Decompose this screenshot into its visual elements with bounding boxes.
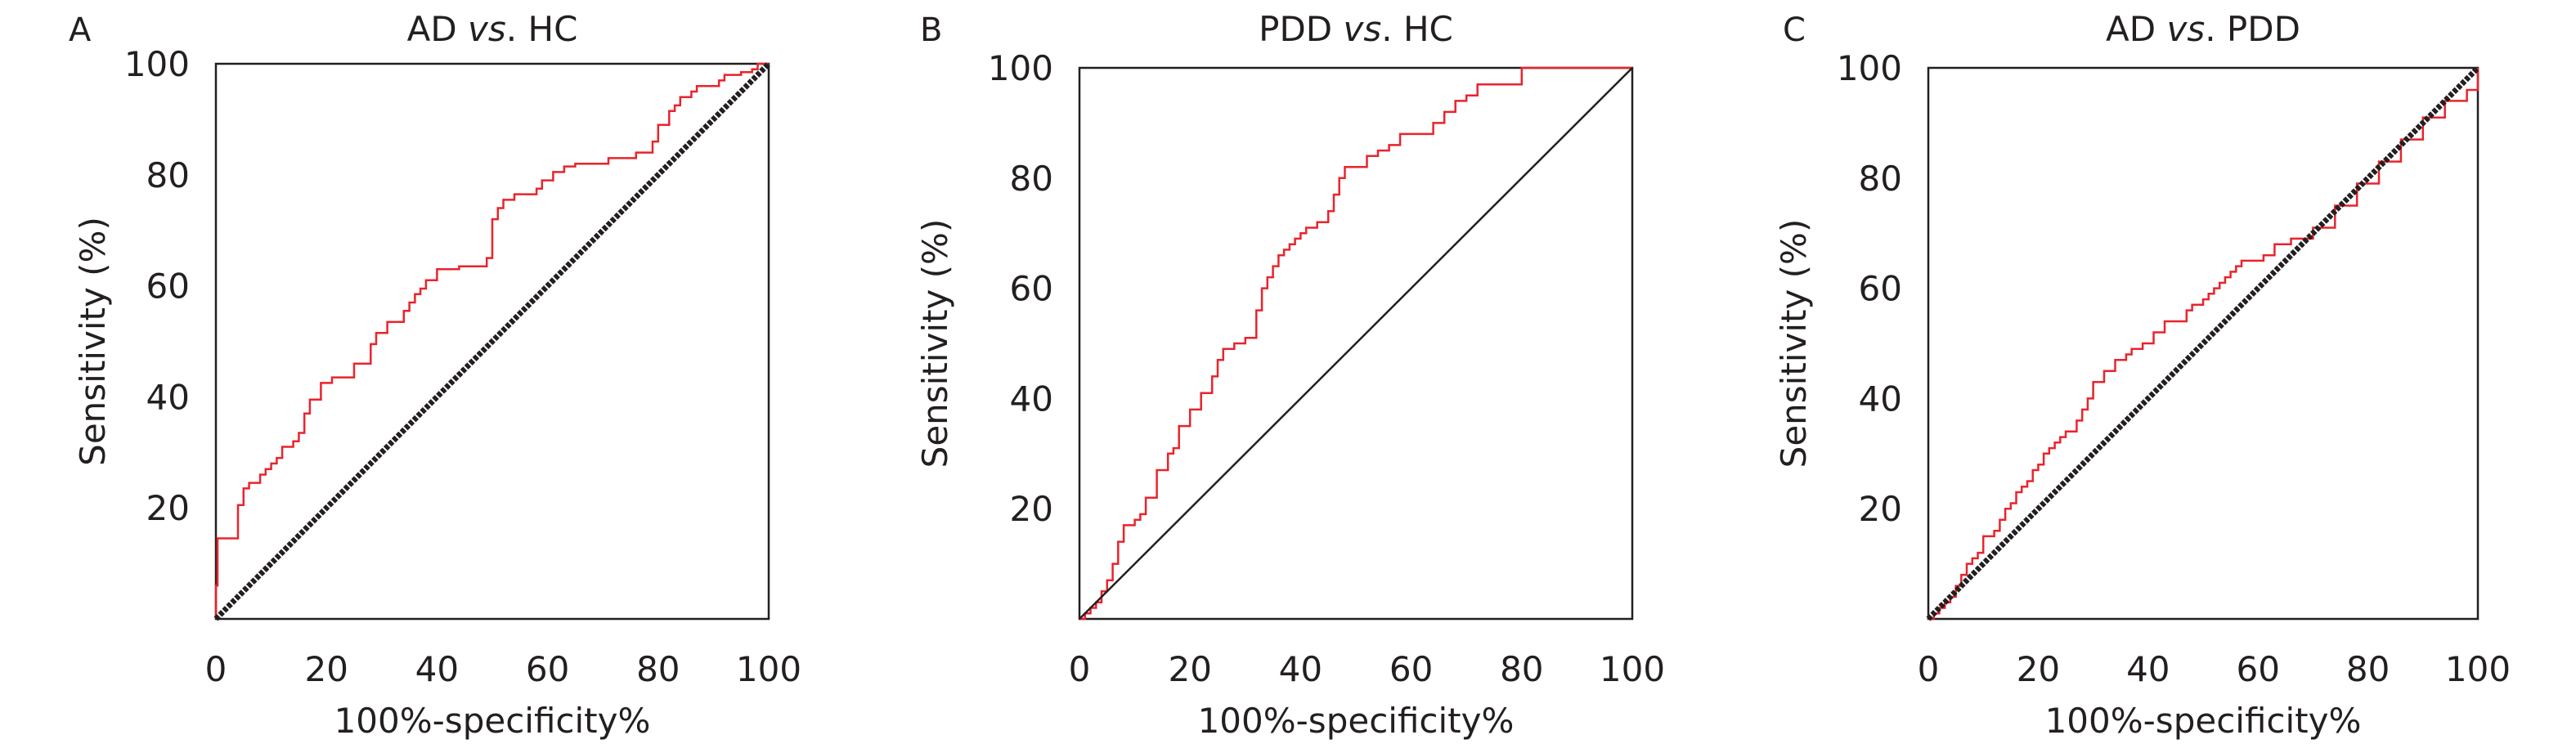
roc-curve [1079,66,1632,621]
x-tick-label: 60 [526,649,569,689]
panel-a: A AD vs. HC 0 20 40 60 80 100 20 40 60 80 100 100%-sp… [69,9,801,741]
x-tick-label: 40 [1279,649,1322,689]
y-tick-label: 60 [1859,269,1902,309]
x-tick-label: 0 [1918,649,1940,689]
y-tick-label: 20 [1859,489,1902,529]
x-tick-label: 100 [736,649,801,689]
plot-frame [1927,66,2480,621]
x-tick-label: 80 [636,649,680,689]
panel-letter: C [1783,11,1806,49]
x-tick-label: 0 [205,649,227,689]
y-tick-label: 40 [1010,379,1053,419]
plot-frame [214,62,770,621]
panel-letter: B [920,11,942,49]
x-tick-label: 60 [2236,649,2279,689]
y-tick-label: 20 [1010,489,1053,529]
x-tick-label: 20 [304,649,348,689]
x-tick-label: 20 [2017,649,2060,689]
panel-b: B PDD vs. HC 0 20 40 60 80 100 20 40 60 80 100 100%-s… [915,9,1665,741]
x-tick-label: 100 [2445,649,2511,689]
y-tick-label: 40 [146,377,190,417]
roc-curve [1928,68,2480,621]
chart-title: AD vs. PDD [2106,9,2300,49]
y-tick-label: 100 [1837,48,1902,88]
x-axis-label: 100%-specificity% [1198,701,1515,741]
y-tick-label: 100 [124,44,190,84]
y-tick-label: 60 [146,267,190,307]
x-tick-label: 100 [1600,649,1665,689]
chart-title: PDD vs. HC [1259,9,1453,49]
x-tick-label: 40 [415,649,459,689]
y-tick-label: 80 [146,155,190,195]
y-tick-label: 80 [1010,159,1053,199]
plot-frame [1078,66,1634,621]
roc-curve [214,62,769,619]
x-tick-label: 0 [1069,649,1091,689]
x-tick-label: 40 [2126,649,2170,689]
reference-diagonal [213,61,771,621]
y-tick-label: 60 [1010,269,1053,309]
x-tick-label: 60 [1389,649,1433,689]
panel-letter: A [69,11,92,49]
x-tick-label: 20 [1168,649,1211,689]
y-tick-label: 80 [1859,159,1902,199]
x-tick-label: 80 [2346,649,2390,689]
y-tick-label: 100 [988,48,1053,88]
y-tick-label: 20 [146,488,190,528]
reference-diagonal [1926,65,2480,621]
y-axis-label: Sensitivity (%) [1774,219,1814,468]
x-tick-label: 80 [1500,649,1543,689]
y-tick-label: 40 [1859,379,1902,419]
chart-title: AD vs. HC [407,9,578,49]
y-axis-label: Sensitivity (%) [915,219,955,468]
x-axis-label: 100%-specificity% [2045,701,2362,741]
y-axis-label: Sensitivity (%) [73,217,113,466]
reference-diagonal [1079,67,1633,620]
x-axis-label: 100%-specificity% [334,701,651,741]
panel-c: C AD vs. PDD 0 20 40 60 80 100 20 40 60 80 100 100%-s… [1774,9,2511,741]
